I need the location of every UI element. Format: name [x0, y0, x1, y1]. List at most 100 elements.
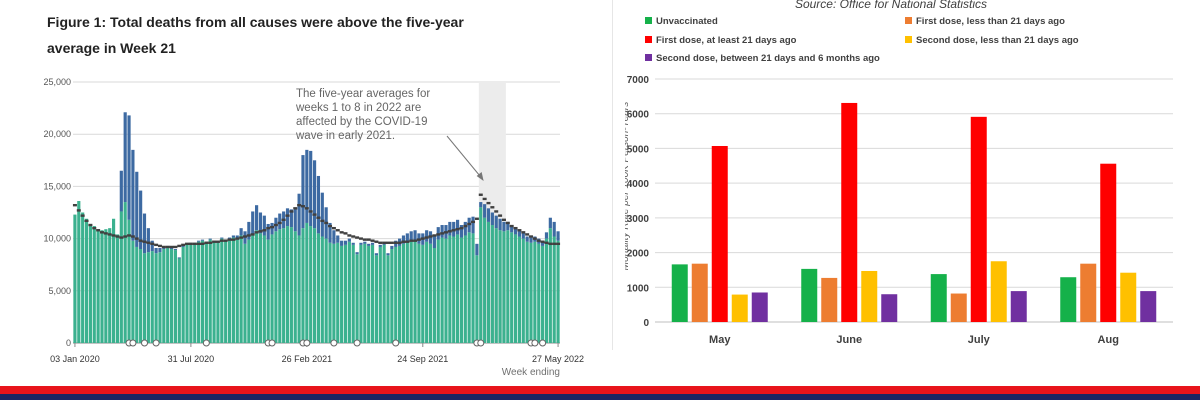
five-year-average-marker	[416, 238, 421, 241]
five-year-average-marker	[401, 240, 406, 243]
bar-covid	[405, 233, 409, 243]
bar-non-covid	[282, 228, 286, 343]
bank-holiday-marker	[129, 339, 137, 347]
bar-non-covid	[150, 251, 154, 343]
five-year-average-marker	[297, 203, 302, 207]
bar-covid	[266, 223, 270, 240]
bar-non-covid	[343, 244, 348, 343]
bar-covid	[305, 149, 309, 223]
bar-covid	[483, 204, 487, 218]
bar-non-covid	[285, 226, 290, 343]
bar-covid	[123, 112, 127, 203]
bar-non-covid	[293, 231, 297, 343]
five-year-average-marker	[339, 231, 344, 234]
five-year-average-marker	[123, 235, 128, 238]
bar-covid	[316, 175, 321, 234]
bar-covid	[390, 245, 394, 250]
bar-non-covid	[212, 241, 216, 343]
bar-non-covid	[363, 243, 367, 343]
bar-non-covid	[169, 249, 174, 343]
bar-non-covid	[127, 219, 131, 343]
bar-non-covid	[394, 246, 398, 343]
bar-non-covid	[262, 235, 266, 343]
five-year-average-marker	[88, 223, 93, 227]
bar-non-covid	[455, 234, 460, 343]
five-year-average-marker	[335, 229, 340, 232]
bar-covid	[425, 230, 429, 242]
five-year-average-marker	[467, 222, 472, 226]
bar	[1140, 291, 1157, 322]
x-tick-label: 24 Sep 2021	[397, 354, 448, 364]
five-year-average-marker	[351, 235, 356, 238]
bar-non-covid	[255, 230, 259, 343]
five-year-average-marker	[169, 245, 174, 249]
five-year-average-marker	[355, 236, 360, 239]
five-year-average-marker	[482, 197, 487, 201]
bar-non-covid	[367, 245, 371, 343]
bar-non-covid	[278, 229, 282, 343]
five-year-average-marker	[529, 235, 534, 238]
bar-covid	[297, 193, 301, 236]
bar-non-covid	[81, 212, 85, 343]
five-year-average-marker	[92, 226, 97, 230]
bar-covid	[448, 221, 452, 236]
five-year-average-marker	[432, 234, 437, 237]
bar-non-covid	[92, 226, 96, 343]
legend-swatch	[905, 17, 912, 24]
five-year-average-marker	[188, 242, 193, 246]
bar-covid	[227, 237, 232, 239]
bar-non-covid	[398, 245, 402, 343]
bar-non-covid	[502, 231, 506, 343]
y-tick-label: 1000	[627, 283, 650, 294]
bar-covid	[486, 208, 491, 222]
five-year-average-marker	[358, 237, 363, 240]
five-year-average-marker	[409, 239, 414, 242]
bar-covid	[367, 243, 371, 246]
bar-non-covid	[266, 239, 270, 343]
five-year-average-marker	[119, 236, 124, 239]
bar-non-covid	[378, 246, 382, 343]
bar-covid	[231, 235, 235, 238]
five-year-average-marker	[270, 225, 275, 229]
bar-non-covid	[227, 238, 232, 343]
bar-non-covid	[390, 249, 394, 343]
bar-covid	[309, 150, 313, 227]
bar-non-covid	[200, 240, 205, 343]
bar-non-covid	[328, 242, 332, 343]
five-year-average-marker	[96, 229, 101, 232]
five-year-average-marker	[231, 238, 236, 241]
bar-covid	[332, 230, 336, 244]
five-year-average-marker	[208, 241, 213, 244]
bar-non-covid	[131, 240, 135, 343]
annotation-arrowhead	[476, 172, 484, 181]
five-year-average-marker	[397, 241, 402, 244]
bar-covid	[285, 208, 290, 227]
five-year-average-marker	[556, 242, 561, 246]
bank-holiday-marker	[152, 339, 160, 347]
bar-covid	[351, 242, 355, 245]
bar-non-covid	[386, 255, 390, 343]
bar-non-covid	[166, 247, 170, 343]
bar-covid	[158, 247, 162, 253]
bar-covid	[312, 160, 317, 229]
bar-covid	[208, 238, 212, 240]
bar-non-covid	[235, 239, 239, 343]
bar-non-covid	[185, 244, 189, 343]
bar-covid	[200, 239, 205, 241]
five-year-average-marker	[246, 234, 251, 237]
five-year-average-marker	[161, 245, 166, 249]
bar-non-covid	[483, 217, 487, 343]
bar	[1010, 291, 1027, 322]
bar-covid	[328, 222, 332, 243]
bar-non-covid	[239, 235, 243, 343]
five-year-average-marker	[463, 224, 468, 228]
five-year-average-marker	[281, 218, 286, 222]
legend-swatch	[905, 36, 912, 43]
bar-covid	[139, 190, 143, 250]
bar-covid	[343, 240, 348, 245]
bar-non-covid	[84, 218, 89, 343]
five-year-average-marker	[370, 239, 375, 242]
y-tick-label: 20,000	[43, 129, 71, 139]
bar-non-covid	[142, 253, 147, 343]
bank-holiday-marker	[353, 339, 361, 347]
